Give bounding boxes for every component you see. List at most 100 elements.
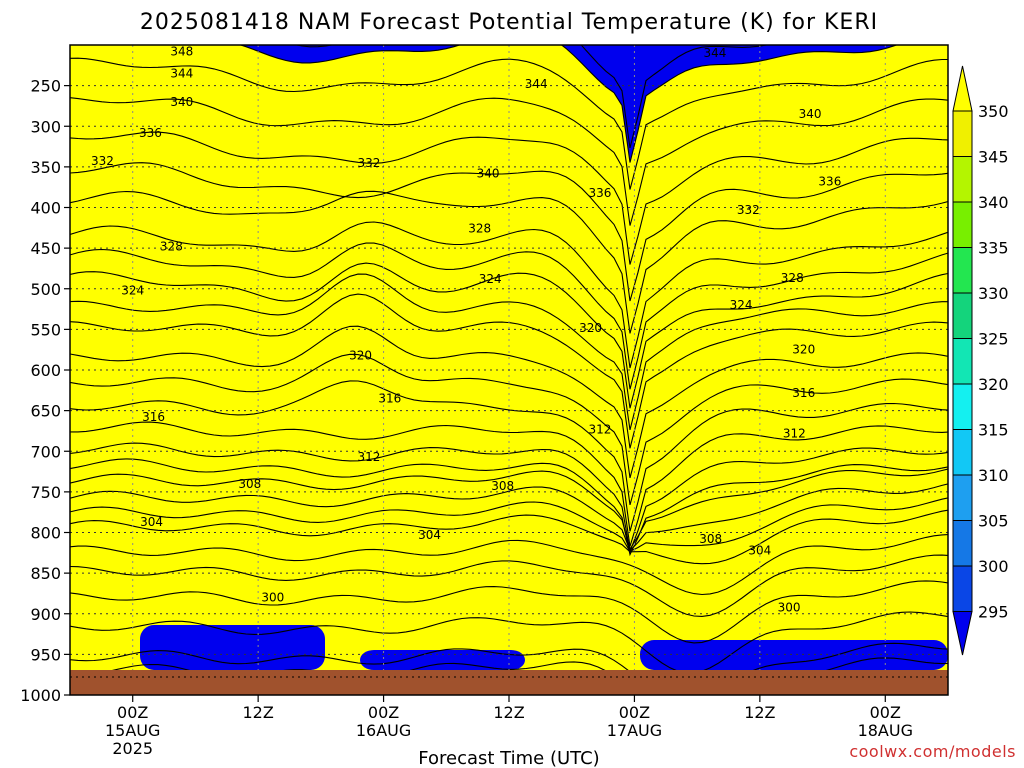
colorbar-bottom-arrow xyxy=(952,611,973,656)
y-tick-label: 450 xyxy=(30,239,61,258)
chart-title: 2025081418 NAM Forecast Potential Temper… xyxy=(140,10,878,35)
colorbar-box xyxy=(952,565,973,612)
isentrope-314 xyxy=(70,483,948,552)
y-tick-label: 550 xyxy=(30,320,61,339)
contour-label: 312 xyxy=(357,450,380,464)
isentrope-322 xyxy=(70,421,948,547)
contour-label: 340 xyxy=(477,166,500,180)
colorbar-label: 335 xyxy=(978,239,1009,258)
isentrope-336 xyxy=(70,242,948,390)
y-tick-label: 350 xyxy=(30,158,61,177)
colorbar-label: 320 xyxy=(978,375,1009,394)
contour-label: 336 xyxy=(818,175,841,189)
contour-label: 304 xyxy=(748,543,771,557)
y-tick-label: 800 xyxy=(30,524,61,543)
isentrope-306 xyxy=(70,554,948,617)
contour-label-text: 316 xyxy=(378,391,401,405)
contour-label-text: 336 xyxy=(818,175,841,189)
colorbar-box xyxy=(952,156,973,203)
contour-label-text: 336 xyxy=(588,186,611,200)
x-axis-label: Forecast Time (UTC) xyxy=(418,748,599,768)
contour-label-text: 300 xyxy=(261,591,284,605)
contour-label-text: 312 xyxy=(783,426,806,440)
contour-label-text: 308 xyxy=(491,479,514,493)
y-tick-label: 400 xyxy=(30,199,61,218)
isentrope-312 xyxy=(70,497,948,553)
contour-label: 340 xyxy=(170,95,193,109)
isentrope-316 xyxy=(70,468,948,551)
ground-layer xyxy=(70,670,948,695)
contour-label: 328 xyxy=(781,271,804,285)
contour-label-text: 328 xyxy=(781,271,804,285)
isentrope-320 xyxy=(70,442,948,554)
colorbar-label: 350 xyxy=(978,102,1009,121)
contour-label-text: 320 xyxy=(579,321,602,335)
isentrope-330 xyxy=(70,293,948,449)
colorbar-label: 315 xyxy=(978,421,1009,440)
x-tick-date: 16AUG xyxy=(356,721,411,740)
isentrope-332 xyxy=(70,273,948,431)
contour-label: 324 xyxy=(730,298,753,312)
plot-area xyxy=(70,45,948,670)
contour-label: 320 xyxy=(579,321,602,335)
isentrope-310 xyxy=(70,509,948,565)
contour-label-text: 312 xyxy=(588,422,611,436)
x-tick-label: 00Z xyxy=(117,703,148,722)
contour-label: 308 xyxy=(699,532,722,546)
isentrope-308 xyxy=(70,534,948,596)
colorbar-box xyxy=(952,292,973,339)
isentrope-334 xyxy=(70,262,948,409)
contour-label-text: 332 xyxy=(737,203,760,217)
isentrope-304 xyxy=(70,580,948,644)
contour-label: 340 xyxy=(799,107,822,121)
contour-label: 324 xyxy=(121,283,144,297)
isentrope-342 xyxy=(70,162,948,302)
x-tick-label: 00Z xyxy=(368,703,399,722)
y-tick-label: 300 xyxy=(30,117,61,136)
y-tick-label: 650 xyxy=(30,402,61,421)
colorbar-label: 305 xyxy=(978,512,1009,531)
y-tick-label: 950 xyxy=(30,645,61,664)
grid-lines xyxy=(70,45,948,670)
low-level-pocket-1 xyxy=(360,650,525,670)
y-tick-label: 250 xyxy=(30,77,61,96)
contour-label-text: 328 xyxy=(160,240,183,254)
contour-label: 320 xyxy=(349,348,372,362)
contour-lines xyxy=(70,45,948,670)
colorbar-box xyxy=(952,474,973,521)
contour-label: 332 xyxy=(737,203,760,217)
contour-label-text: 304 xyxy=(418,528,441,542)
contour-label-text: 320 xyxy=(349,348,372,362)
x-tick-date: 18AUG xyxy=(858,721,913,740)
y-tick-label: 900 xyxy=(30,605,61,624)
x-tick-label: 12Z xyxy=(744,703,775,722)
colorbar-box xyxy=(952,383,973,430)
contour-label-text: 340 xyxy=(170,95,193,109)
y-tick-label: 700 xyxy=(30,442,61,461)
contour-label: 336 xyxy=(139,126,162,140)
isentrope-298 xyxy=(111,657,948,670)
contour-label-text: 332 xyxy=(357,156,380,170)
contour-label-text: 316 xyxy=(792,386,815,400)
contour-label: 332 xyxy=(91,154,114,168)
y-tick-label: 850 xyxy=(30,564,61,583)
isentrope-338 xyxy=(70,221,948,369)
colorbar-label: 345 xyxy=(978,148,1009,167)
isentrope-318 xyxy=(70,458,948,557)
contour-label: 344 xyxy=(525,77,548,91)
contour-label: 312 xyxy=(783,426,806,440)
low-level-pocket-2 xyxy=(640,640,948,670)
contour-label: 316 xyxy=(792,386,815,400)
contour-label-text: 332 xyxy=(91,154,114,168)
contour-label: 316 xyxy=(142,410,165,424)
isentrope-340 xyxy=(70,190,948,334)
y-tick-label: 750 xyxy=(30,483,61,502)
colorbar-box xyxy=(952,520,973,567)
colorbar-label: 295 xyxy=(978,603,1009,622)
x-tick-label: 12Z xyxy=(242,703,273,722)
colorbar-label: 300 xyxy=(978,557,1009,576)
colorbar-box xyxy=(952,247,973,294)
contour-label-text: 308 xyxy=(238,477,261,491)
